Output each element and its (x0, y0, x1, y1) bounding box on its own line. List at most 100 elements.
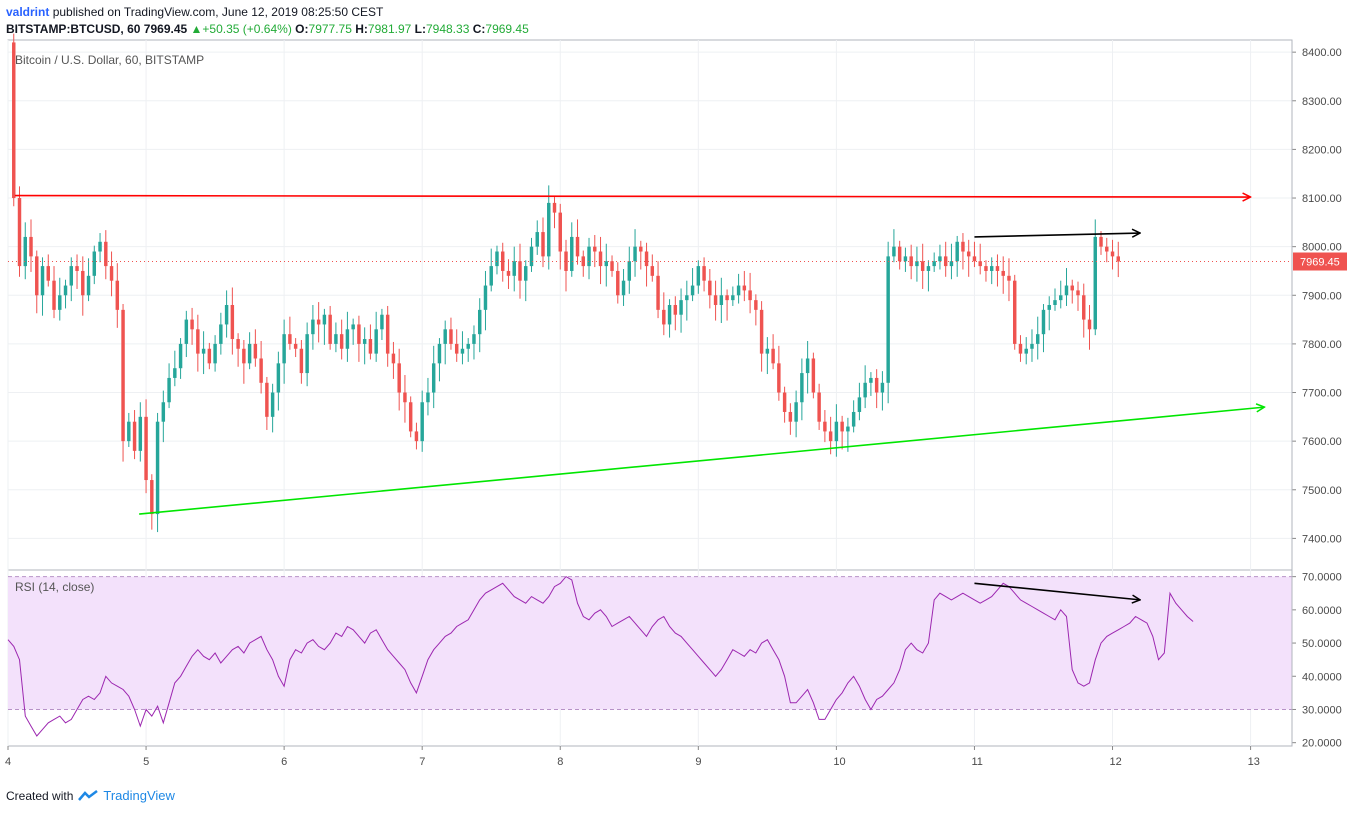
symbol-label: BITSTAMP:BTCUSD, 60 (6, 22, 141, 36)
candle-body (178, 343, 183, 369)
candle-body (800, 373, 804, 403)
candle-body (880, 382, 885, 393)
candle-body (311, 319, 315, 335)
candle-body (69, 266, 74, 286)
candle-body (667, 305, 672, 325)
candle-body (656, 275, 660, 310)
candle-body (305, 334, 309, 374)
candle-body (408, 402, 413, 432)
candle-body (288, 334, 292, 344)
candle-body (920, 261, 925, 271)
time-tick-label: 9 (695, 756, 701, 768)
time-tick-label: 6 (281, 756, 287, 768)
candle-body (662, 309, 666, 325)
candle-body (374, 329, 378, 354)
rsi-tick-label: 30.0000 (1302, 704, 1342, 716)
candle-body (357, 324, 361, 344)
price-tick-label: 8200.00 (1302, 144, 1342, 156)
candle-body (794, 402, 798, 422)
candle-body (92, 251, 97, 276)
candle-body (788, 411, 793, 422)
rsi-divergence-arrow (974, 582, 1140, 600)
time-tick-label: 8 (557, 756, 563, 768)
candle-body (351, 324, 355, 330)
candle-body (547, 202, 551, 257)
candle-body (1053, 300, 1057, 305)
candle-body (109, 266, 114, 281)
candle-body (477, 309, 482, 335)
candle-body (1116, 256, 1120, 262)
candle-body (938, 256, 942, 262)
candle-body (673, 305, 678, 315)
candle-body (1041, 309, 1046, 335)
candle-body (414, 431, 419, 442)
tradingview-brand[interactable]: TradingView (103, 788, 175, 803)
candle-body (362, 339, 367, 344)
candle-body (535, 232, 539, 247)
candle-body (742, 285, 747, 291)
candle-body (834, 421, 839, 442)
candle-body (247, 343, 252, 364)
candle-body (748, 290, 752, 301)
candle-body (731, 295, 735, 301)
candle-body (518, 261, 522, 281)
candle-body (282, 334, 286, 364)
candle-body (713, 295, 718, 305)
time-tick-label: 10 (833, 756, 845, 768)
candle-body (489, 266, 493, 286)
price-tick-label: 7600.00 (1302, 436, 1342, 448)
candle-body (397, 363, 401, 393)
price-tick-label: 7500.00 (1302, 485, 1342, 497)
candle-body (811, 358, 816, 393)
candle-body (253, 343, 258, 359)
candle-body (472, 334, 476, 344)
candle-body (627, 261, 632, 281)
candle-body (46, 266, 50, 281)
rsi-legend: RSI (14, close) (15, 580, 94, 594)
time-tick-label: 4 (5, 756, 11, 768)
rsi-tick-label: 70.0000 (1302, 572, 1342, 584)
rsi-tick-label: 40.0000 (1302, 671, 1342, 683)
candle-body (805, 358, 810, 374)
candle-body (443, 329, 447, 344)
candle-body (426, 392, 430, 403)
time-tick-label: 7 (419, 756, 425, 768)
candle-body (524, 266, 528, 281)
candle-body (593, 246, 597, 252)
time-tick-label: 12 (1110, 756, 1122, 768)
candle-body (391, 353, 396, 364)
price-tick-label: 8300.00 (1302, 96, 1342, 108)
candle-body (150, 480, 154, 515)
candle-body (1099, 236, 1103, 247)
candle-body (1110, 251, 1115, 257)
candle-body (230, 305, 235, 340)
candle-body (512, 261, 516, 276)
candle-body (506, 270, 511, 276)
candle-body (915, 261, 919, 267)
author-name[interactable]: valdrint (6, 5, 50, 19)
candle-body (1070, 285, 1074, 291)
candle-body (777, 363, 781, 393)
candle-body (52, 280, 56, 310)
price-change: +50.35 (+0.64%) (202, 22, 292, 36)
ohlc-bar: BITSTAMP:BTCUSD, 60 7969.45 ▲+50.35 (+0.… (6, 22, 529, 36)
candle-body (978, 261, 982, 267)
candle-body (40, 266, 45, 296)
candle-body (431, 363, 436, 393)
price-tick-label: 8100.00 (1302, 193, 1342, 205)
candle-body (529, 246, 534, 267)
candle-body (886, 256, 890, 383)
candle-body (138, 416, 143, 451)
candle-body (846, 426, 850, 432)
time-tick-label: 5 (143, 756, 149, 768)
candle-body (201, 348, 206, 354)
price-tick-label: 7900.00 (1302, 290, 1342, 302)
price-tick-label: 7800.00 (1302, 339, 1342, 351)
candle-body (1093, 236, 1097, 330)
candle-body (725, 295, 729, 301)
candle-body (823, 421, 827, 432)
candle-body (1036, 334, 1040, 344)
candle-body (869, 377, 873, 383)
candle-body (621, 280, 626, 296)
